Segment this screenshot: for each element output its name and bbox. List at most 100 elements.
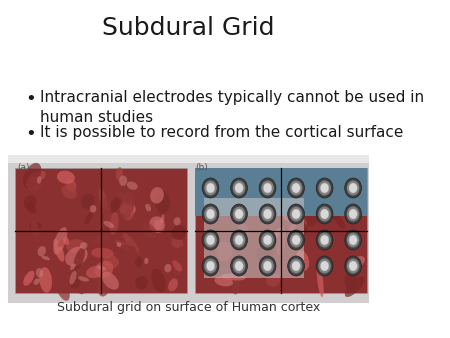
Ellipse shape xyxy=(94,261,113,278)
Ellipse shape xyxy=(266,273,281,287)
Ellipse shape xyxy=(276,226,286,256)
Circle shape xyxy=(207,209,215,219)
Ellipse shape xyxy=(119,175,127,186)
Ellipse shape xyxy=(303,212,319,226)
Ellipse shape xyxy=(97,270,112,296)
Circle shape xyxy=(207,183,215,193)
Circle shape xyxy=(263,209,272,219)
Ellipse shape xyxy=(154,219,163,230)
Circle shape xyxy=(259,230,276,250)
Circle shape xyxy=(292,209,300,219)
Text: •: • xyxy=(25,90,36,108)
Circle shape xyxy=(316,230,333,250)
Circle shape xyxy=(235,183,243,193)
Ellipse shape xyxy=(23,163,41,189)
Ellipse shape xyxy=(120,191,135,219)
Text: Intracranial electrodes typically cannot be used in
human studies: Intracranial electrodes typically cannot… xyxy=(40,90,424,125)
Circle shape xyxy=(207,235,215,245)
Ellipse shape xyxy=(28,171,46,183)
Ellipse shape xyxy=(332,212,345,229)
Ellipse shape xyxy=(34,279,40,285)
Circle shape xyxy=(233,259,245,273)
Circle shape xyxy=(235,209,243,219)
Circle shape xyxy=(288,230,305,250)
Bar xyxy=(204,198,305,278)
Ellipse shape xyxy=(81,193,95,210)
Ellipse shape xyxy=(317,264,324,297)
Circle shape xyxy=(345,178,361,198)
Ellipse shape xyxy=(31,221,40,238)
Ellipse shape xyxy=(261,247,273,258)
Ellipse shape xyxy=(155,191,170,214)
Circle shape xyxy=(263,235,272,245)
Circle shape xyxy=(202,178,219,198)
Ellipse shape xyxy=(161,214,164,223)
Ellipse shape xyxy=(53,227,67,255)
Ellipse shape xyxy=(149,216,165,233)
Ellipse shape xyxy=(29,222,42,230)
Circle shape xyxy=(233,207,245,221)
Ellipse shape xyxy=(103,197,112,223)
Circle shape xyxy=(263,183,272,193)
Circle shape xyxy=(320,261,329,271)
Circle shape xyxy=(347,259,360,273)
Ellipse shape xyxy=(80,242,87,249)
Ellipse shape xyxy=(23,271,34,286)
Ellipse shape xyxy=(344,272,357,289)
Circle shape xyxy=(235,235,243,245)
Ellipse shape xyxy=(74,270,87,294)
Ellipse shape xyxy=(69,271,76,285)
Ellipse shape xyxy=(174,192,183,207)
Circle shape xyxy=(290,207,302,221)
Ellipse shape xyxy=(142,222,157,239)
Ellipse shape xyxy=(66,179,76,192)
Circle shape xyxy=(292,183,300,193)
Ellipse shape xyxy=(57,171,75,184)
Circle shape xyxy=(204,233,217,247)
Ellipse shape xyxy=(214,276,233,286)
Ellipse shape xyxy=(124,208,134,220)
Ellipse shape xyxy=(281,204,298,221)
Ellipse shape xyxy=(53,210,67,230)
Ellipse shape xyxy=(232,275,241,294)
Circle shape xyxy=(349,183,357,193)
Circle shape xyxy=(204,259,217,273)
Ellipse shape xyxy=(288,223,304,244)
Ellipse shape xyxy=(274,258,301,273)
Ellipse shape xyxy=(66,239,86,253)
Bar xyxy=(9,155,369,303)
Circle shape xyxy=(202,256,219,276)
Ellipse shape xyxy=(345,256,365,271)
Text: (a): (a) xyxy=(17,163,29,172)
Ellipse shape xyxy=(54,239,64,262)
Circle shape xyxy=(235,261,243,271)
Ellipse shape xyxy=(221,273,246,281)
Circle shape xyxy=(231,256,248,276)
Ellipse shape xyxy=(102,272,119,290)
Ellipse shape xyxy=(78,276,89,282)
Ellipse shape xyxy=(61,185,77,199)
Ellipse shape xyxy=(39,267,52,293)
Ellipse shape xyxy=(171,238,183,248)
Ellipse shape xyxy=(135,276,148,289)
Circle shape xyxy=(231,204,248,224)
Circle shape xyxy=(259,178,276,198)
Circle shape xyxy=(345,256,361,276)
Ellipse shape xyxy=(116,167,123,180)
Circle shape xyxy=(233,180,245,195)
Ellipse shape xyxy=(36,268,43,277)
Ellipse shape xyxy=(123,233,139,253)
Circle shape xyxy=(318,207,331,221)
Circle shape xyxy=(202,230,219,250)
Ellipse shape xyxy=(91,233,111,244)
Circle shape xyxy=(233,233,245,247)
Circle shape xyxy=(345,230,361,250)
Circle shape xyxy=(288,256,305,276)
Ellipse shape xyxy=(172,225,186,240)
Circle shape xyxy=(261,233,274,247)
Text: Subdural Grid: Subdural Grid xyxy=(103,16,275,40)
Ellipse shape xyxy=(127,182,138,190)
Circle shape xyxy=(349,209,357,219)
Circle shape xyxy=(349,235,357,245)
Ellipse shape xyxy=(44,214,66,227)
